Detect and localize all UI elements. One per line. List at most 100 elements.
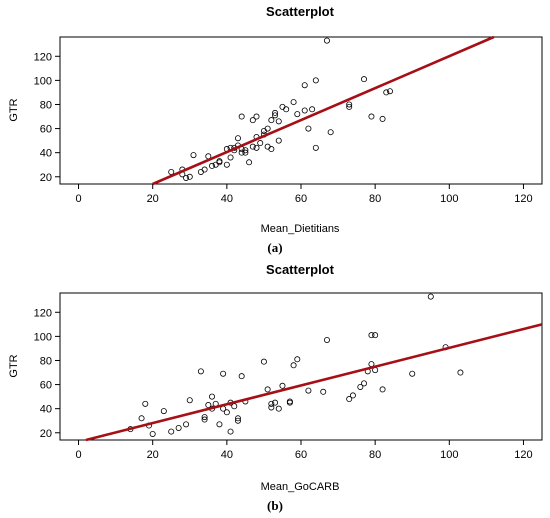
data-point (186, 173, 193, 180)
plot-frame (59, 36, 543, 185)
data-point (294, 111, 301, 118)
data-point (260, 127, 267, 134)
data-point (264, 143, 271, 150)
x-tick-label: 120 (514, 449, 532, 461)
data-point (290, 99, 297, 106)
data-point (409, 370, 416, 377)
data-point (275, 118, 282, 125)
data-point (427, 293, 434, 300)
data-point (257, 140, 264, 147)
data-point (183, 421, 190, 428)
x-tick-label: 20 (147, 193, 159, 205)
data-point (268, 404, 275, 411)
data-point (286, 399, 293, 406)
data-point (368, 113, 375, 120)
data-point (201, 416, 208, 423)
data-point (279, 382, 286, 389)
chart-title: Scatterplot (266, 4, 335, 19)
y-tick-label: 80 (40, 99, 52, 111)
data-point (457, 369, 464, 376)
y-axis-label: GTR (8, 98, 20, 121)
data-point (234, 417, 241, 424)
y-tick-label: 100 (34, 331, 52, 343)
fit-line (85, 323, 543, 442)
data-point (216, 421, 223, 428)
y-tick-label: 60 (40, 380, 52, 392)
data-point (201, 166, 208, 173)
data-point (379, 115, 386, 122)
data-point (253, 113, 260, 120)
data-point (272, 112, 279, 119)
data-point (201, 414, 208, 421)
data-points (127, 293, 464, 437)
data-point (305, 125, 312, 132)
data-point (227, 154, 234, 161)
data-point (242, 149, 249, 156)
data-point (283, 106, 290, 113)
x-axis-label: Mean_GoCARB (261, 481, 340, 493)
data-point (183, 174, 190, 181)
data-point (290, 362, 297, 369)
data-point (268, 146, 275, 153)
plot-frame (59, 292, 543, 441)
data-point (305, 387, 312, 394)
data-point (327, 129, 334, 136)
data-point (197, 168, 204, 175)
data-point (238, 113, 245, 120)
y-tick-label: 100 (34, 75, 52, 87)
data-point (268, 400, 275, 407)
data-point (275, 137, 282, 144)
data-point (238, 373, 245, 380)
x-tick-label: 60 (295, 449, 307, 461)
data-point (346, 103, 353, 110)
y-axis: 20 40 60 80 100 120 (34, 307, 60, 440)
data-point (312, 144, 319, 151)
data-point (168, 428, 175, 435)
data-point (190, 152, 197, 159)
data-point (231, 403, 238, 410)
data-point (272, 399, 279, 406)
y-tick-label: 40 (40, 148, 52, 160)
data-point (260, 358, 267, 365)
data-point (301, 82, 308, 89)
data-point (361, 380, 368, 387)
data-point (264, 386, 271, 393)
data-point (323, 37, 330, 44)
data-point (312, 77, 319, 84)
data-point (309, 106, 316, 113)
y-tick-label: 20 (40, 172, 52, 184)
panel-label: (b) (267, 498, 283, 513)
x-tick-label: 40 (221, 449, 233, 461)
data-point (209, 393, 216, 400)
y-tick-label: 120 (34, 51, 52, 63)
data-point (272, 109, 279, 116)
data-point (320, 388, 327, 395)
data-point (227, 428, 234, 435)
x-tick-label: 40 (221, 193, 233, 205)
y-axis: 20 40 60 80 100 120 (34, 51, 60, 184)
data-point (349, 392, 356, 399)
data-point (372, 332, 379, 339)
x-axis: 0 20 40 60 80 100 120 (75, 440, 533, 461)
x-axis-label: Mean_Dietitians (261, 223, 340, 235)
data-point (142, 400, 149, 407)
data-point (346, 396, 353, 403)
panel-label: (a) (267, 240, 282, 255)
y-axis-label: GTR (8, 354, 20, 377)
data-point (286, 398, 293, 405)
data-point (301, 107, 308, 114)
y-tick-label: 20 (40, 428, 52, 440)
data-point (216, 159, 223, 166)
data-points (168, 37, 393, 181)
data-point (249, 143, 256, 150)
x-tick-label: 20 (147, 449, 159, 461)
y-tick-label: 120 (34, 307, 52, 319)
data-point (249, 117, 256, 124)
x-tick-label: 100 (440, 449, 458, 461)
data-point (253, 144, 260, 151)
data-point (216, 158, 223, 165)
scatterplot-panel-a: Scatterplot 0 20 40 60 80 100 120 20 40 60 80 100 1… (8, 4, 543, 255)
data-point (149, 430, 156, 437)
data-point (323, 336, 330, 343)
